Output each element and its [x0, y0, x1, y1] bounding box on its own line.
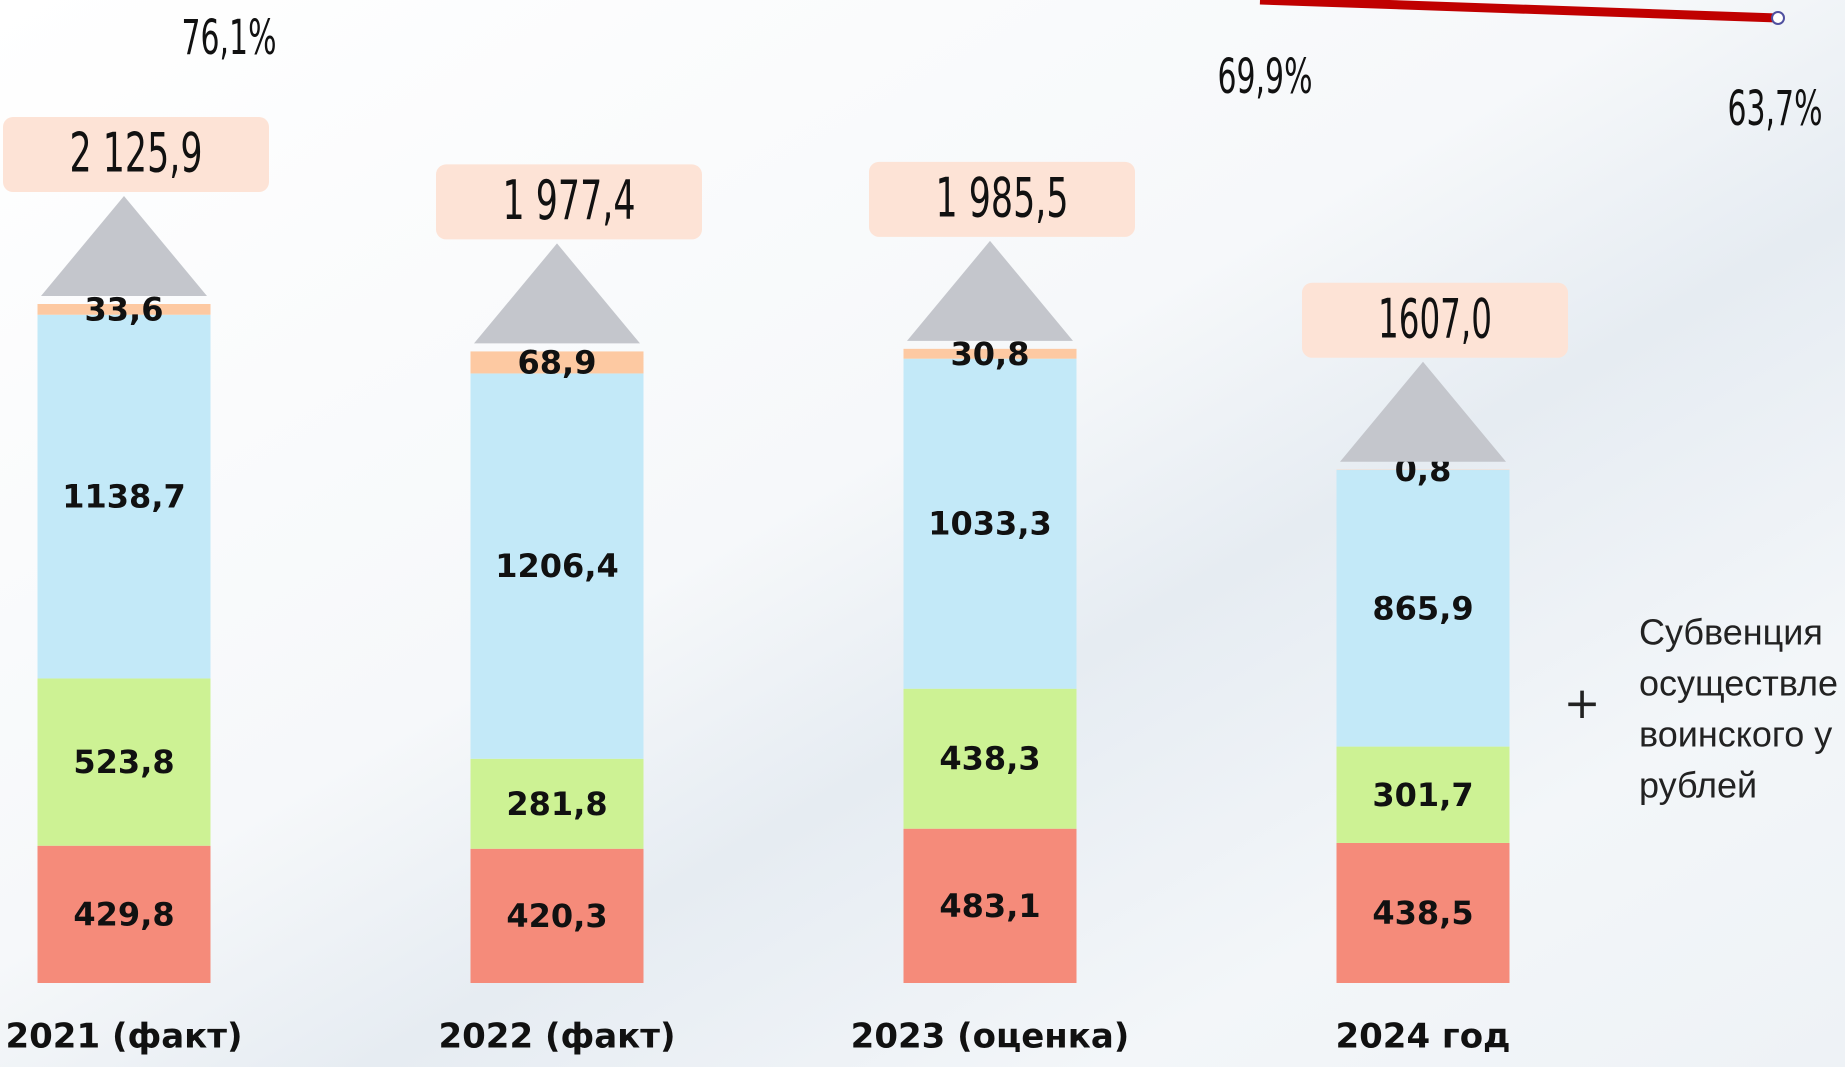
annotation-line: осуществле: [1639, 663, 1838, 704]
bar-segment: [1336, 842, 1510, 983]
annotation-line: Субвенция: [1639, 612, 1823, 653]
annotation-line: воинского у: [1639, 714, 1832, 755]
bar-segment: [470, 758, 644, 849]
segment-label: 301,7: [1372, 776, 1473, 814]
arrow-triangle: [1340, 361, 1506, 462]
segment-label: 438,5: [1372, 894, 1473, 932]
segment-label: 483,1: [939, 887, 1040, 925]
arrow-triangle: [41, 196, 207, 296]
bar-segment: [37, 845, 211, 983]
bar-segment: [903, 358, 1077, 689]
total-box: [3, 117, 269, 192]
x-tick-label: 2022 (факт): [438, 1017, 675, 1057]
segment-label: 1206,4: [495, 547, 618, 585]
arrow-triangle: [907, 240, 1073, 341]
total-box: [869, 161, 1135, 237]
total-box: [436, 164, 702, 240]
segment-label: 429,8: [73, 895, 174, 933]
x-tick-label: 2024 год: [1335, 1017, 1510, 1057]
bar-segment: [470, 351, 644, 374]
segment-label: 523,8: [73, 743, 174, 781]
bar-segment: [470, 373, 644, 759]
percent-label: 76,1%: [182, 10, 277, 66]
trend-line: [1259, 0, 1779, 23]
bar-segment: [1336, 470, 1510, 747]
total-label: 1 977,4: [503, 169, 636, 232]
segment-label: 281,8: [506, 785, 607, 823]
percent-label: 69,9%: [1218, 49, 1313, 105]
bar-segment: [903, 688, 1077, 829]
bar-segment: [37, 678, 211, 846]
bar-segment: [470, 848, 644, 983]
annotation-line: рублей: [1639, 765, 1757, 806]
total-label: 1 985,5: [936, 166, 1069, 229]
percent-label: 63,7%: [1728, 81, 1823, 137]
trend-marker: [1771, 11, 1785, 25]
bar-segment: [1336, 746, 1510, 843]
plus-sign: +: [1564, 678, 1601, 729]
segment-label: 30,8: [951, 335, 1030, 373]
total-box: [1302, 282, 1568, 358]
bar-segment: [903, 348, 1077, 359]
segment-label: 68,9: [518, 343, 597, 381]
bar-segment: [903, 828, 1077, 983]
x-tick-label: 2021 (факт): [5, 1017, 242, 1057]
segment-label: 33,6: [85, 290, 164, 328]
total-label: 2 125,9: [70, 122, 203, 185]
x-tick-label: 2023 (оценка): [851, 1017, 1130, 1057]
arrow-triangle: [474, 243, 640, 344]
segment-label: 1138,7: [62, 478, 185, 516]
bar-segment: [37, 314, 211, 679]
total-label: 1607,0: [1378, 287, 1492, 350]
bar-segment: [37, 304, 211, 315]
segment-label: 1033,3: [928, 505, 1051, 543]
segment-label: 865,9: [1372, 589, 1473, 627]
segment-label: 420,3: [506, 897, 607, 935]
segment-label: 438,3: [939, 740, 1040, 778]
